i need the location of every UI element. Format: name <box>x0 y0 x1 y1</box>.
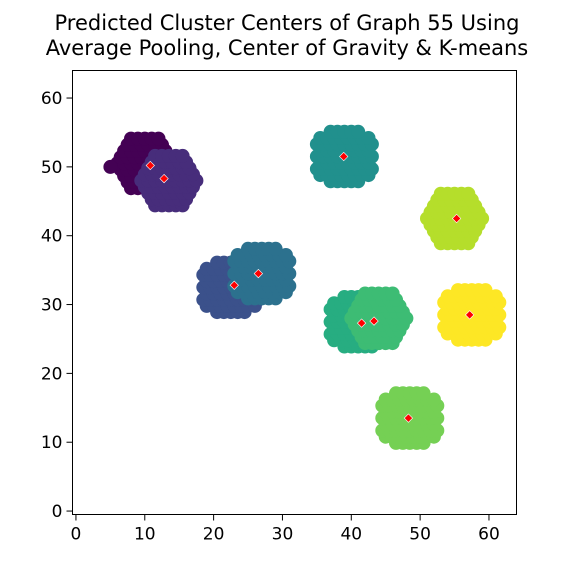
cluster-5 <box>309 124 379 189</box>
cluster-8 <box>375 386 445 450</box>
x-tick-label: 50 <box>409 525 431 545</box>
cluster-point <box>175 148 190 163</box>
x-tick-label: 10 <box>134 525 156 545</box>
x-tick-label: 60 <box>478 525 500 545</box>
predicted-center-1 <box>145 160 155 171</box>
y-tick-label: 0 <box>52 502 63 522</box>
x-tick-label: 30 <box>272 525 294 545</box>
y-tick-label: 20 <box>41 364 63 384</box>
y-tick-label: 50 <box>41 158 63 178</box>
predicted-center-8 <box>403 413 414 423</box>
chart-title-line-2: Average Pooling, Center of Gravity & K-m… <box>46 36 529 60</box>
cluster-point <box>103 159 118 174</box>
cluster-point <box>385 286 400 301</box>
y-tick-label: 60 <box>41 89 63 109</box>
x-tick-label: 40 <box>340 525 362 545</box>
cluster-7 <box>344 286 414 351</box>
x-tick-label: 20 <box>203 525 225 545</box>
cluster-point <box>488 289 503 304</box>
cluster-10 <box>437 283 507 347</box>
cluster-point <box>426 392 441 407</box>
predicted-center-4 <box>253 268 263 279</box>
cluster-point <box>361 131 376 145</box>
cluster-point <box>351 124 366 139</box>
predicted-center-3 <box>229 280 239 290</box>
cluster-points <box>103 124 507 450</box>
chart-title-line-1: Predicted Cluster Centers of Graph 55 Us… <box>55 11 520 35</box>
cluster-4 <box>227 241 297 306</box>
predicted-center-markers <box>145 151 475 423</box>
predicted-center-10 <box>465 310 475 320</box>
predicted-center-2 <box>159 173 169 184</box>
y-tick-label: 30 <box>41 296 63 316</box>
predicted-center-7 <box>369 316 379 326</box>
cluster-point <box>478 283 493 298</box>
cluster-point <box>461 186 476 201</box>
predicted-center-9 <box>451 213 462 224</box>
x-tick-label: 0 <box>71 525 82 545</box>
y-tick-label: 40 <box>41 227 63 247</box>
x-axis: 0 10 20 30 40 50 60 <box>71 514 500 545</box>
cluster-point <box>151 131 166 146</box>
y-tick-label: 10 <box>41 433 63 453</box>
cluster-point <box>278 248 293 262</box>
cluster-point <box>416 386 431 401</box>
cluster-2 <box>134 148 204 213</box>
predicted-center-5 <box>339 151 349 162</box>
cluster-9 <box>420 186 490 251</box>
y-axis: 0 10 20 30 40 50 60 <box>41 89 73 522</box>
plot-frame <box>72 70 517 515</box>
cluster-point <box>268 241 283 256</box>
predicted-center-6 <box>356 318 367 328</box>
